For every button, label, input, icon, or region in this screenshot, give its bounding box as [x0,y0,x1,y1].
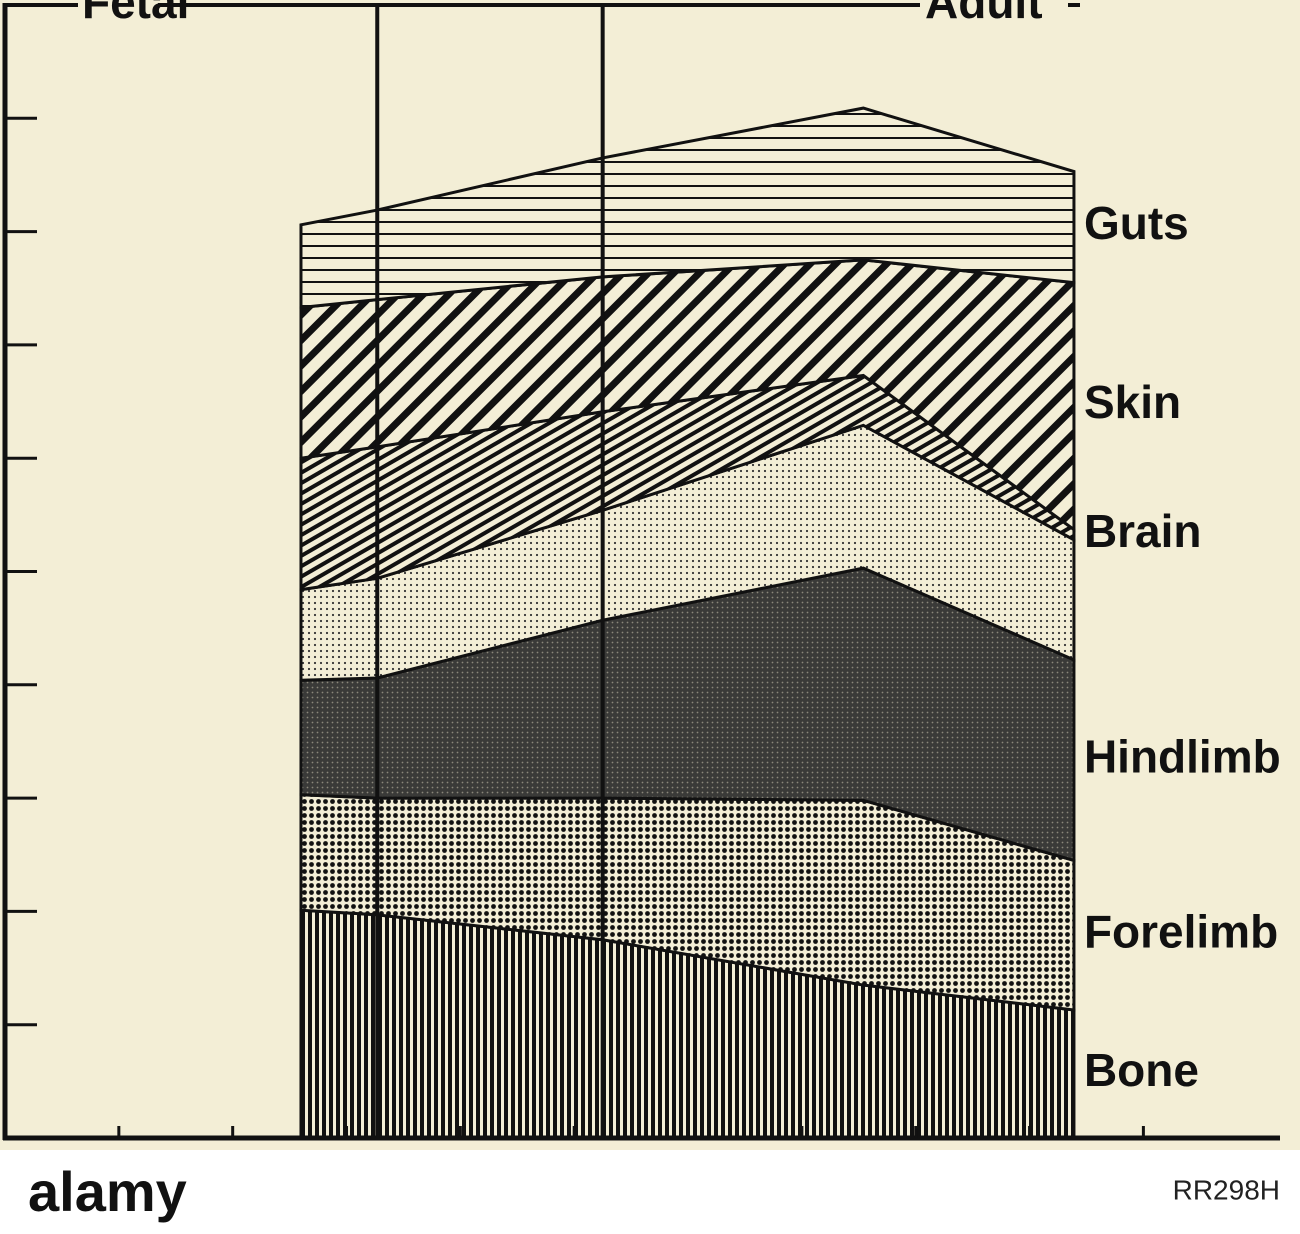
legend-label: Brain [1084,505,1202,557]
footer-band [0,1150,1300,1234]
axes [2,3,1280,1141]
layers [299,106,1076,1140]
annotation: Fetal [82,0,189,28]
area-layer [299,106,1076,310]
legend-label: Skin [1084,376,1181,428]
legend-label: Forelimb [1084,905,1278,957]
legend-label: Hindlimb [1084,730,1281,782]
image-id: RR298H [1173,1174,1280,1205]
brand-logo: alamy [28,1160,187,1223]
legend-label: Guts [1084,197,1189,249]
legend-label: Bone [1084,1044,1199,1096]
annotation: Adult [925,0,1043,28]
